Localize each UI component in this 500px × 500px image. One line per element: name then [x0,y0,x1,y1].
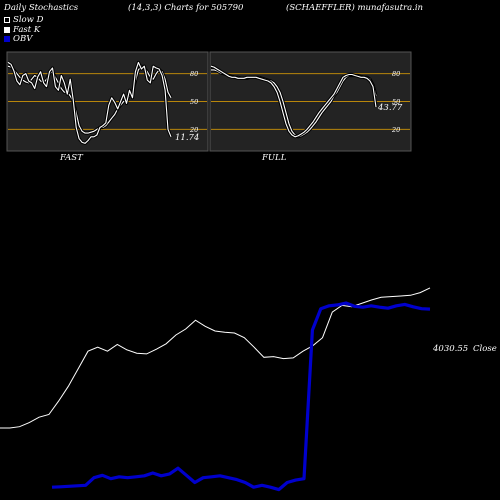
panel-title: FULL [261,153,287,163]
filled-square-swatch-icon [4,27,10,33]
last-value-label: 11.74 [175,133,199,143]
close-price-line [0,287,431,429]
last-value-label: 43.77 [377,103,403,113]
legend-item-slow-d: Slow D [4,15,43,25]
y-tick-label: 20 [391,126,400,134]
close-value-label: 4030.55 [432,344,468,354]
chart-type-title: Daily Stochastics [4,3,79,13]
legend-item-fast-k: Fast K [4,25,40,35]
close-suffix-label: Close [473,344,497,354]
y-tick-label: 20 [189,126,198,134]
obv-line [51,301,431,492]
y-tick-label: 50 [392,98,400,106]
panel-title: FAST [59,153,84,163]
legend-label-obv: OBV [13,34,33,44]
legend-label-fast-k: Fast K [13,25,41,35]
blue-square-swatch-icon [4,36,10,42]
fast-k-line [7,61,172,144]
legend-item-obv: OBV [4,34,32,44]
hollow-square-swatch-icon [4,17,10,23]
y-tick-label: 80 [190,70,198,78]
chart-params-title: (14,3,3) Charts for 505790 [128,3,244,13]
y-tick-label: 80 [392,70,400,78]
symbol-title: (SCHAEFFLER) munafasutra.in [286,3,424,13]
legend-label-slow-d: Slow D [13,15,44,25]
fast-k-line [210,65,377,138]
y-tick-label: 50 [190,98,198,106]
